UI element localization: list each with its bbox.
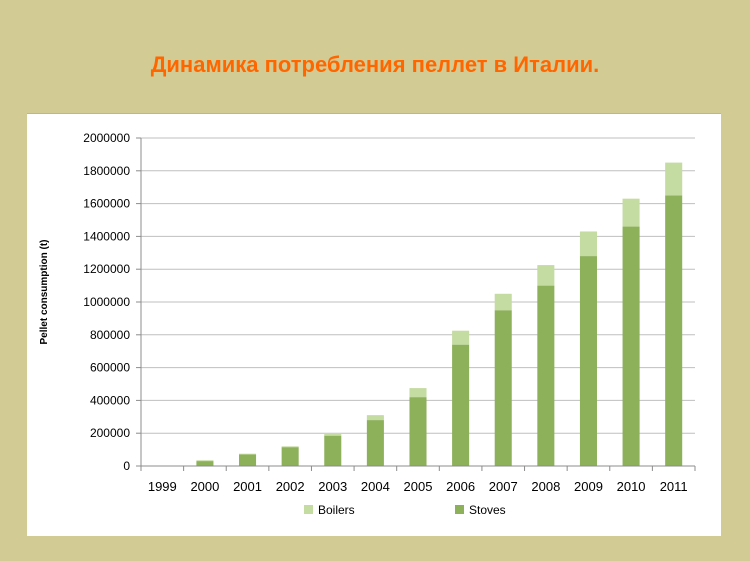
x-tick-label: 2000 bbox=[190, 479, 219, 494]
x-tick-label: 2004 bbox=[361, 479, 390, 494]
pellet-consumption-chart: 0 200000 400000 600000 800000 1000000 1200000 1… bbox=[39, 131, 696, 517]
x-tick-label: 2011 bbox=[660, 479, 688, 494]
bar-boilers-2009 bbox=[579, 231, 597, 257]
y-tick-label: 800000 bbox=[90, 328, 130, 342]
bar-boilers-2001 bbox=[239, 453, 257, 455]
bar-boilers-2003 bbox=[324, 434, 342, 436]
x-tick-label: 2007 bbox=[489, 479, 518, 494]
bar-stoves-2009 bbox=[579, 256, 597, 466]
bar-stoves-2004 bbox=[366, 420, 384, 466]
bar-boilers-2011 bbox=[665, 162, 683, 196]
x-tick-label: 2003 bbox=[318, 479, 347, 494]
bar-stoves-2003 bbox=[324, 435, 342, 466]
bar-boilers-2002 bbox=[281, 446, 299, 448]
legend-swatch-stoves bbox=[455, 505, 464, 514]
y-tick-label: 1400000 bbox=[83, 229, 130, 243]
x-tick-label: 1999 bbox=[148, 479, 177, 494]
y-tick-label: 400000 bbox=[90, 393, 130, 407]
bar-stoves-2008 bbox=[537, 285, 555, 466]
legend-label-boilers: Boilers bbox=[318, 503, 355, 517]
legend-label-stoves: Stoves bbox=[469, 503, 506, 517]
x-tick-label: 2001 bbox=[233, 479, 262, 494]
y-tick-label: 1800000 bbox=[83, 164, 130, 178]
y-tick-label: 200000 bbox=[90, 426, 130, 440]
y-tick-label: 1200000 bbox=[83, 262, 130, 276]
x-tick-label: 2006 bbox=[446, 479, 475, 494]
bar-boilers-2006 bbox=[452, 330, 470, 345]
bar-stoves-2006 bbox=[452, 344, 470, 466]
legend-swatch-boilers bbox=[304, 505, 313, 514]
x-tick-label: 2005 bbox=[404, 479, 433, 494]
y-tick-label: 600000 bbox=[90, 361, 130, 375]
x-tick-label: 2002 bbox=[276, 479, 305, 494]
bar-boilers-2010 bbox=[622, 198, 640, 227]
legend: Boilers Stoves bbox=[304, 503, 506, 517]
bar-stoves-2011 bbox=[665, 195, 683, 466]
bar-boilers-2004 bbox=[366, 415, 384, 421]
gridlines bbox=[141, 137, 695, 434]
x-tick-label: 2009 bbox=[574, 479, 603, 494]
axes: 0 200000 400000 600000 800000 1000000 1200000 1… bbox=[83, 131, 696, 494]
bar-stoves-2005 bbox=[409, 397, 427, 466]
y-tick-label: 1000000 bbox=[83, 295, 130, 309]
y-tick-label: 2000000 bbox=[83, 131, 130, 145]
y-tick-label: 0 bbox=[123, 459, 130, 473]
chart-panel: 0 200000 400000 600000 800000 1000000 1200000 1… bbox=[27, 113, 721, 536]
bar-boilers-2008 bbox=[537, 265, 555, 286]
bar-stoves-2000 bbox=[196, 461, 214, 466]
bar-boilers-2007 bbox=[494, 293, 512, 311]
slide-title: Динамика потребления пеллет в Италии. bbox=[150, 52, 600, 77]
x-tick-label: 2008 bbox=[531, 479, 560, 494]
x-tick-label: 2010 bbox=[617, 479, 646, 494]
y-tick-label: 1600000 bbox=[83, 197, 130, 211]
y-axis-label: Pellet consumption (t) bbox=[39, 240, 50, 345]
bar-stoves-2001 bbox=[239, 454, 257, 466]
bar-boilers-2005 bbox=[409, 388, 427, 398]
bar-stoves-2007 bbox=[494, 310, 512, 466]
bar-stoves-2010 bbox=[622, 226, 640, 466]
bar-stoves-2002 bbox=[281, 447, 299, 466]
bars bbox=[196, 162, 683, 466]
bar-boilers-2000 bbox=[196, 460, 214, 462]
